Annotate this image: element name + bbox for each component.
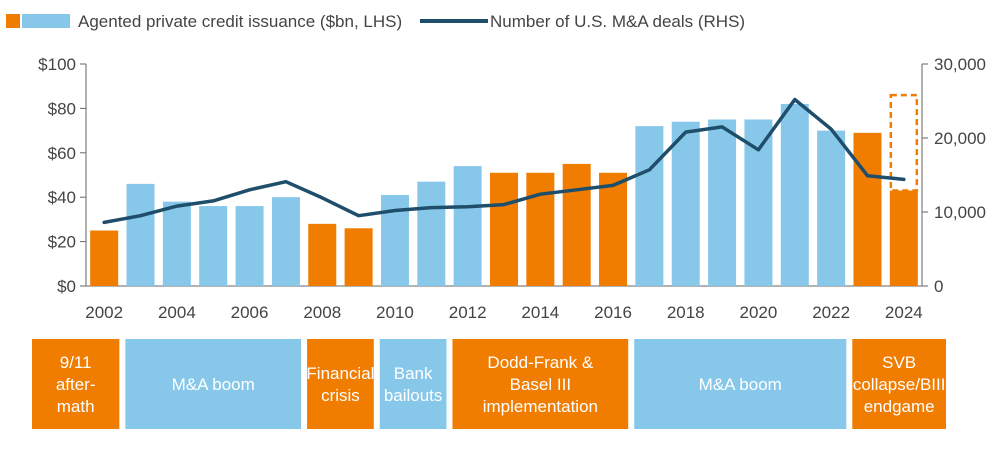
bar-2017 [635,126,664,286]
bar-2007 [271,197,300,286]
bar-2022 [817,130,846,286]
x-tick-label: 2014 [521,303,559,322]
era-band [32,339,120,429]
right-tick-label: 10,000 [934,203,986,222]
x-tick-label: 2024 [885,303,923,322]
era-label: collapse/BIII [853,375,946,394]
left-tick-label: $40 [48,188,76,207]
right-tick-label: 0 [934,277,943,296]
bar-2009 [344,228,373,286]
x-tick-label: 2004 [158,303,196,322]
legend-line-label: Number of U.S. M&A deals (RHS) [490,12,745,31]
ma-deals-line [102,97,906,225]
era-band [125,339,302,429]
x-tick-label: 2012 [449,303,487,322]
axes: $0 $20 $40 $60 $80 $100 0 10,000 20,000 30,000 [38,55,986,296]
x-tick-label: 2018 [667,303,705,322]
x-axis-ticks: 2002 2004 2006 2008 2010 2012 2014 2016 2018 2020… [85,303,922,322]
legend-swatch-orange [6,14,20,28]
x-tick-label: 2022 [812,303,850,322]
era-label: Bank [394,364,433,383]
era-label: bailouts [384,386,443,405]
era-label: crisis [321,386,360,405]
bar-2014 [526,172,555,286]
x-tick-label: 2016 [594,303,632,322]
left-tick-label: $20 [48,233,76,252]
x-tick-label: 2002 [85,303,123,322]
x-tick-label: 2010 [376,303,414,322]
era-band [452,339,629,429]
legend-swatch-blue [22,14,70,28]
legend: Agented private credit issuance ($bn, LH… [6,12,745,31]
era-label: after- [56,375,96,394]
right-tick-label: 20,000 [934,129,986,148]
bar-2008 [308,223,337,286]
legend-bar-label: Agented private credit issuance ($bn, LH… [78,12,402,31]
era-band [379,339,447,429]
bar-2021 [780,103,809,287]
bar-2011 [417,181,446,286]
left-tick-label: $0 [57,277,76,296]
era-band [852,339,946,429]
era-label: math [57,397,95,416]
era-band [634,339,847,429]
bar-2004 [162,201,191,286]
bar-2002 [90,230,119,286]
bar-2024 [889,190,918,286]
era-label: SVB [882,353,916,372]
bar-2015 [562,163,591,286]
era-band [307,339,374,429]
bar-2024-projection [889,93,919,192]
era-label: Dodd-Frank & [487,353,593,372]
era-label: M&A boom [172,375,255,394]
era-bands: 9/11 after-math M&A boom Financial crisis Ban… [32,339,946,429]
era-label: M&A boom [699,375,782,394]
x-tick-label: 2006 [231,303,269,322]
bar-2003 [126,183,155,286]
bar-2013 [490,172,518,286]
x-tick-label: 2020 [740,303,778,322]
era-label: implementation [483,397,598,416]
bar-2023 [853,132,882,286]
era-label: Basel III [510,375,571,394]
left-tick-label: $60 [48,144,76,163]
bar-2006 [235,206,264,286]
era-label: 9/11 [60,353,92,372]
era-label: Financial [306,364,374,383]
bar-2012 [453,166,482,286]
bar-2018 [671,121,700,286]
bar-2005 [199,206,228,286]
x-tick-label: 2008 [303,303,341,322]
era-label: endgame [864,397,935,416]
left-tick-label: $80 [48,99,76,118]
line-series [102,97,906,225]
bar-2016 [599,172,628,286]
right-tick-label: 30,000 [934,55,986,74]
bar-2019 [708,119,737,286]
bar-series [90,93,919,287]
left-tick-label: $100 [38,55,76,74]
